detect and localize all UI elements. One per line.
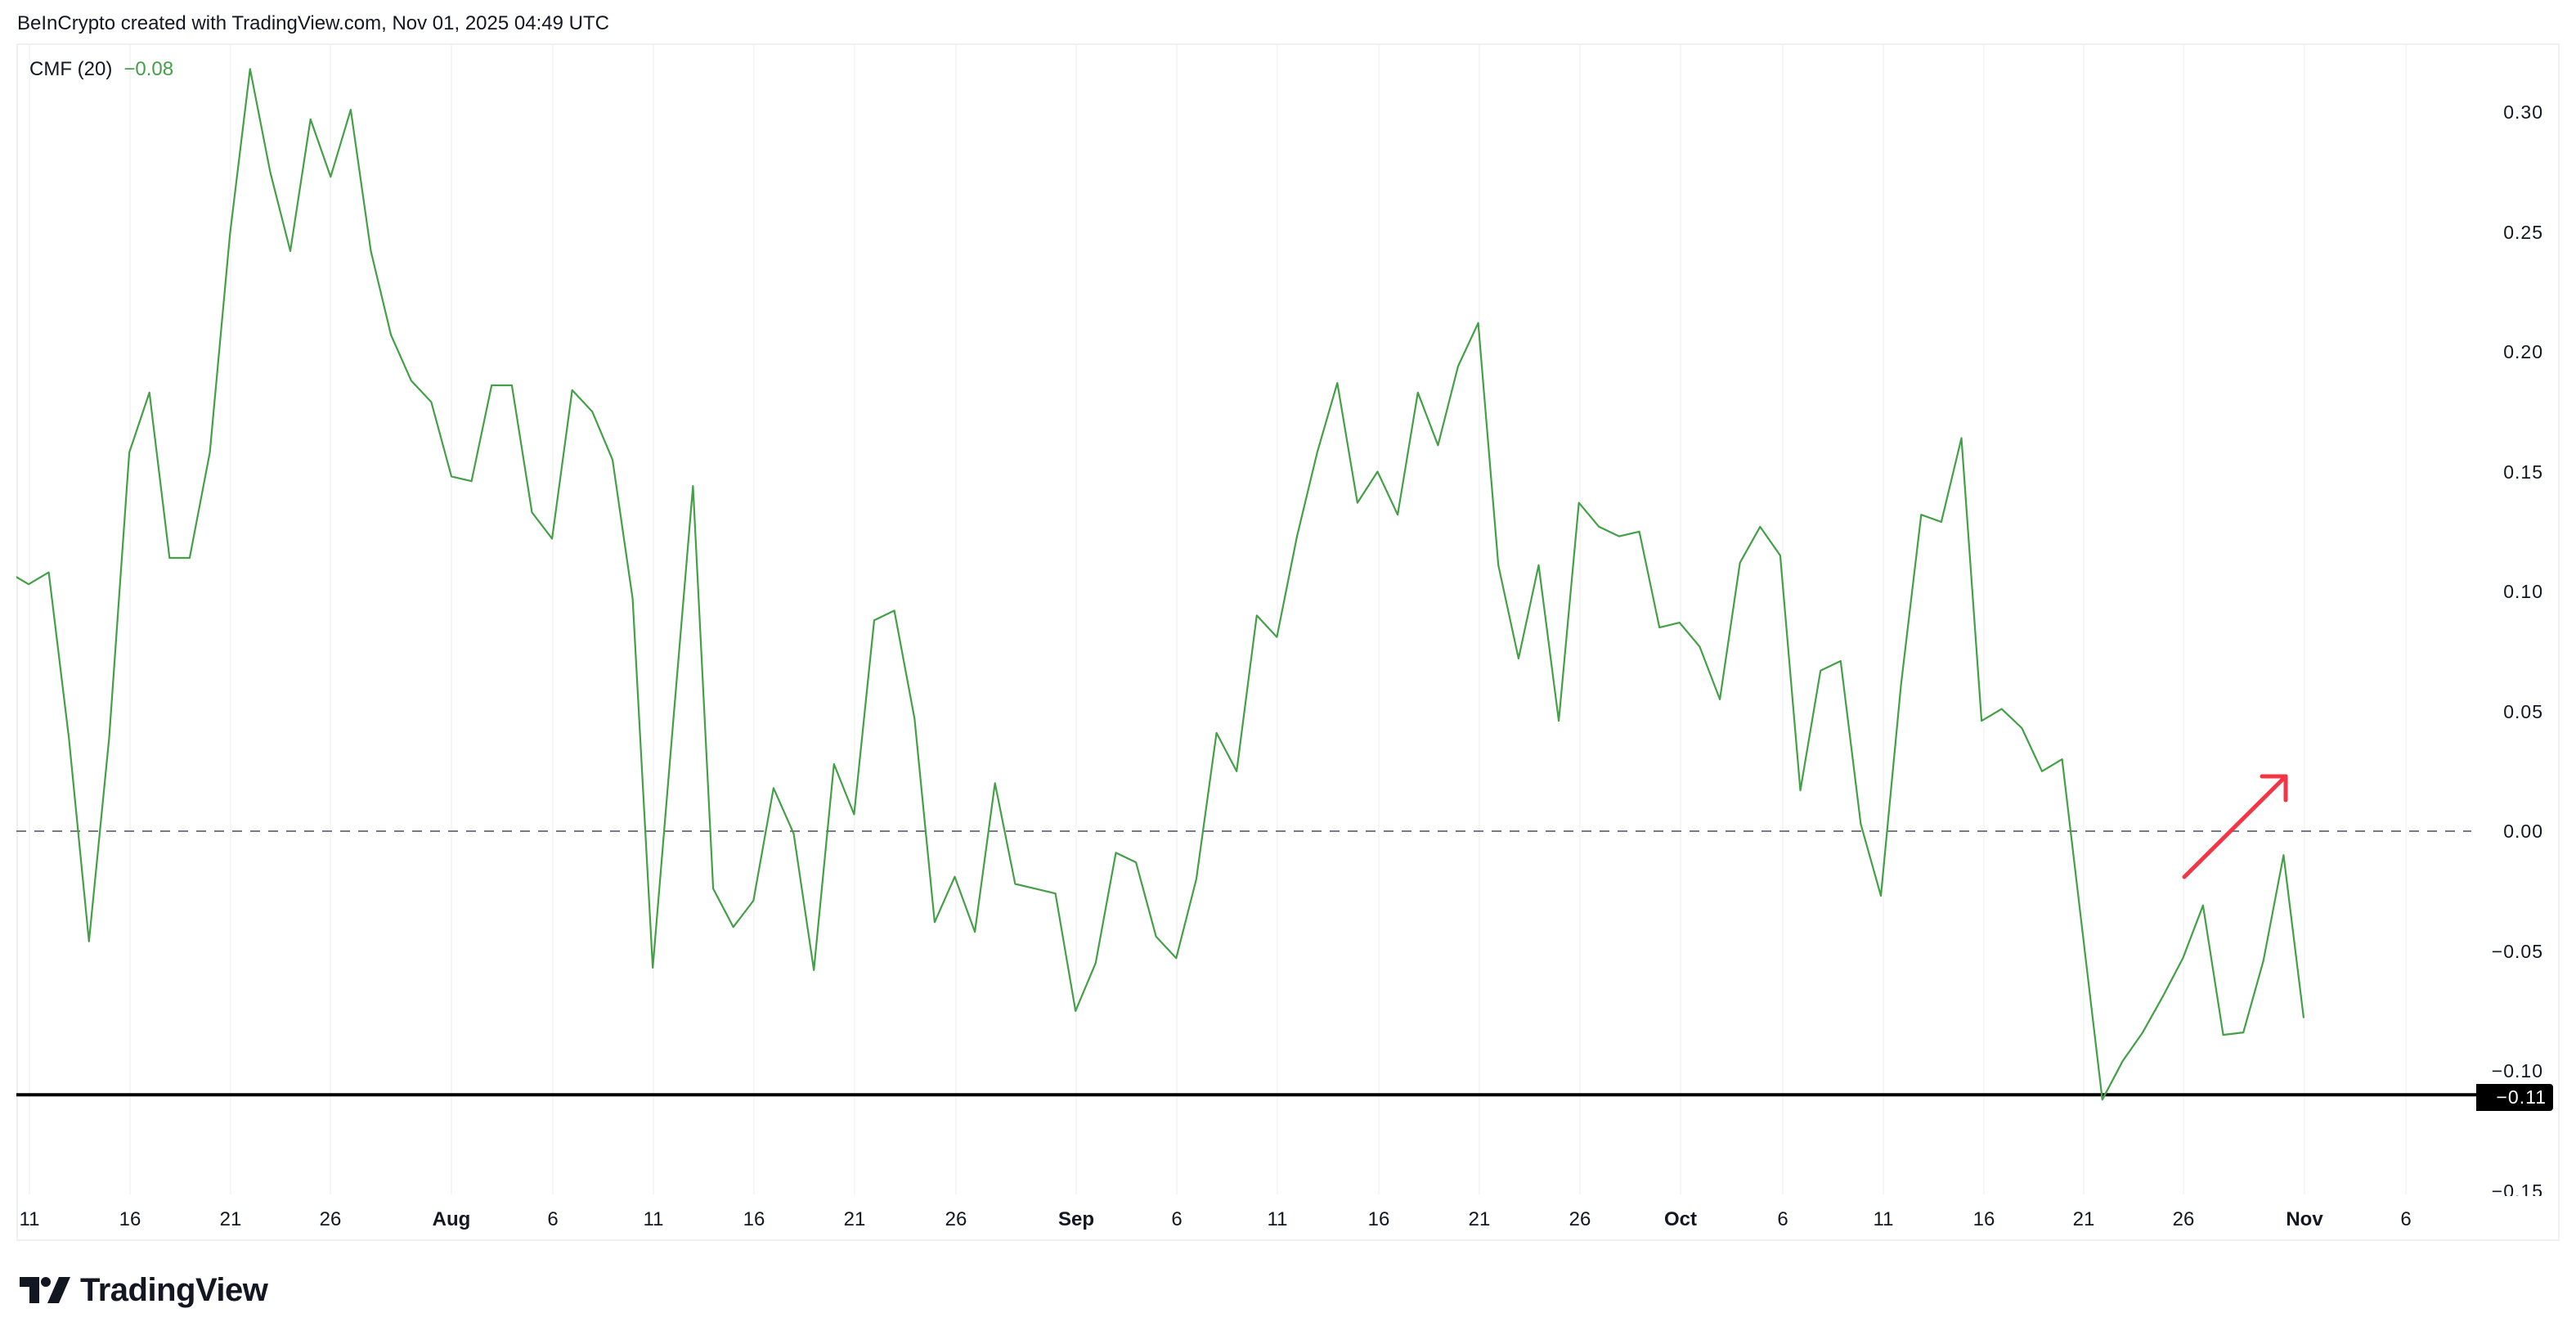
attribution-header: BeInCrypto created with TradingView.com,…: [17, 12, 609, 34]
price-axis-label: 0.00: [2503, 821, 2543, 842]
tradingview-logo[interactable]: TradingView: [20, 1272, 268, 1308]
chart-frame: [16, 43, 2560, 1241]
price-axis-label: 0.10: [2503, 581, 2543, 602]
time-axis-label: 26: [945, 1208, 967, 1230]
tradingview-logo-icon: [20, 1277, 70, 1303]
price-axis-label: −0.10: [2491, 1060, 2543, 1081]
time-axis-label: 26: [319, 1208, 342, 1230]
price-axis-label: 0.05: [2503, 700, 2543, 722]
price-axis-label: 0.15: [2503, 461, 2543, 483]
time-axis-label: 21: [1468, 1208, 1491, 1230]
indicator-legend[interactable]: CMF (20) −0.08: [29, 57, 173, 82]
price-axis-label: −0.15: [2491, 1180, 2543, 1196]
time-axis-label: 11: [643, 1208, 664, 1230]
trend-arrow-icon: [2182, 774, 2288, 879]
time-axis-label: 21: [2072, 1208, 2095, 1230]
time-axis-label: 11: [1267, 1208, 1288, 1230]
time-axis-label: 16: [1972, 1208, 1995, 1230]
price-axis-label: 0.25: [2503, 221, 2543, 243]
level-price-badge: −0.11: [2476, 1084, 2553, 1111]
time-axis-label: 11: [1873, 1208, 1894, 1230]
price-axis-label: −0.05: [2491, 940, 2543, 962]
time-axis-label: 6: [1777, 1208, 1788, 1230]
time-axis-label: 26: [2172, 1208, 2195, 1230]
time-axis-label: Sep: [1057, 1208, 1095, 1230]
time-axis-label: 11: [19, 1208, 40, 1230]
time-axis-label: 16: [1367, 1208, 1390, 1230]
time-axis-label: 6: [1171, 1208, 1183, 1230]
time-axis-label: 6: [2400, 1208, 2412, 1230]
price-axis-label: 0.20: [2503, 341, 2543, 362]
time-axis-label: 6: [547, 1208, 559, 1230]
vertical-gridlines: [29, 45, 2407, 1194]
tradingview-logo-text: TradingView: [80, 1272, 268, 1308]
time-axis-label: 16: [119, 1208, 141, 1230]
indicator-value: −0.08: [123, 58, 174, 80]
price-axis-label: 0.30: [2503, 101, 2543, 123]
time-axis-label: 21: [843, 1208, 866, 1230]
cmf-line-series: [16, 68, 2305, 1101]
time-axis-label: 26: [1568, 1208, 1591, 1230]
indicator-name: CMF (20): [29, 58, 113, 80]
time-axis-label: 21: [219, 1208, 242, 1230]
time-axis-label: Oct: [1663, 1208, 1698, 1230]
time-axis-label: Nov: [2286, 1208, 2323, 1230]
time-axis-label: 16: [743, 1208, 765, 1230]
time-axis-label: Aug: [432, 1208, 471, 1230]
